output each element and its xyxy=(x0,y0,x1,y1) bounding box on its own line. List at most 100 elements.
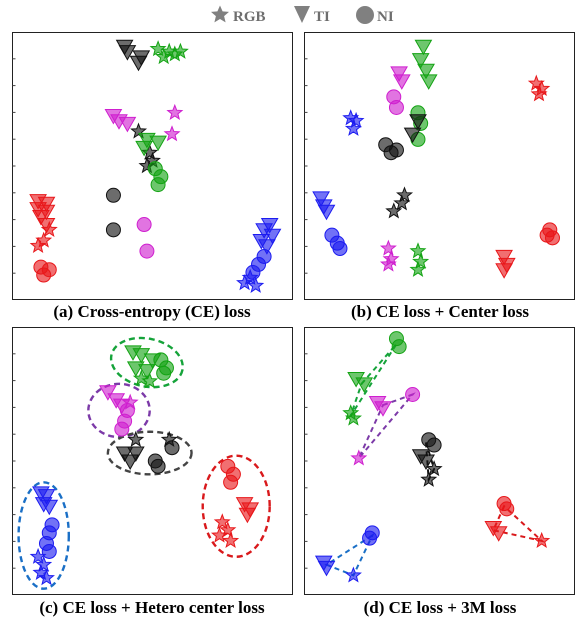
point-ti-magenta xyxy=(99,385,117,401)
point-rgb-green xyxy=(149,40,167,57)
point-rgb-blue xyxy=(344,566,362,583)
point-ti-magenta xyxy=(392,74,411,90)
point-rgb-black xyxy=(420,470,438,487)
point-rgb-magenta xyxy=(350,449,368,466)
point-rgb-red xyxy=(533,531,551,549)
point-rgb-red xyxy=(219,521,237,538)
point-ti-blue xyxy=(258,239,276,255)
point-rgb-red xyxy=(40,220,58,238)
point-rgb-red xyxy=(29,236,47,254)
point-ti-red xyxy=(495,249,513,266)
point-ni-blue xyxy=(41,543,57,559)
point-ti-black xyxy=(409,114,427,130)
panel-a-scatter xyxy=(12,32,293,300)
point-rgb-green xyxy=(409,260,427,277)
triplet-link xyxy=(357,392,416,459)
point-ti-black xyxy=(126,446,145,463)
point-ni-green xyxy=(156,365,172,381)
point-rgb-red xyxy=(213,513,231,530)
point-rgb-green xyxy=(166,45,184,62)
point-ni-green xyxy=(391,339,407,355)
caption-d: (d) CE loss + 3M loss xyxy=(363,598,517,617)
point-ti-red xyxy=(495,263,513,279)
panel-b-scatter xyxy=(304,32,575,300)
panel-d-scatter xyxy=(304,327,575,595)
point-ni-green xyxy=(150,177,166,193)
point-rgb-green xyxy=(132,369,150,386)
star-icon xyxy=(211,5,229,23)
legend-label-ni: NI xyxy=(377,9,394,25)
triplet-link xyxy=(324,532,375,577)
point-ti-black xyxy=(121,454,140,471)
point-ti-black xyxy=(403,127,422,144)
point-ti-blue xyxy=(37,489,56,505)
point-ti-green xyxy=(138,364,156,380)
point-ti-black xyxy=(417,454,435,471)
point-ni-black xyxy=(164,440,180,456)
point-ti-magenta xyxy=(374,401,392,417)
point-rgb-red xyxy=(210,526,228,543)
point-rgb-green xyxy=(141,372,159,389)
point-rgb-blue xyxy=(29,547,47,564)
point-rgb-black xyxy=(127,430,145,447)
point-ni-magenta xyxy=(388,99,404,115)
point-ti-green xyxy=(414,39,433,56)
point-ti-blue xyxy=(40,499,59,516)
point-ti-blue xyxy=(312,191,330,207)
cluster-ellipse xyxy=(17,481,71,590)
caption-c: (c) CE loss + Hetero center loss xyxy=(39,598,265,617)
point-rgb-black xyxy=(396,186,414,203)
point-ni-red xyxy=(36,267,52,283)
point-ti-blue xyxy=(317,560,336,577)
point-ni-black xyxy=(426,437,442,453)
point-rgb-blue xyxy=(347,111,365,128)
point-rgb-red xyxy=(222,531,240,549)
point-rgb-blue xyxy=(344,119,362,136)
point-ni-black xyxy=(150,458,166,474)
circle-icon xyxy=(356,6,374,24)
legend-label-ti: TI xyxy=(314,9,330,25)
legend-item-ti: TI xyxy=(294,6,330,25)
triangle-down-icon xyxy=(294,6,310,23)
point-ti-blue xyxy=(317,204,336,221)
point-rgb-black xyxy=(130,122,148,139)
point-ni-red xyxy=(544,230,560,246)
cluster-ellipse xyxy=(106,430,193,476)
point-rgb-blue xyxy=(247,276,265,293)
point-ni-magenta xyxy=(136,217,152,233)
point-rgb-black xyxy=(385,202,403,219)
point-rgb-blue xyxy=(37,569,55,586)
point-rgb-green xyxy=(412,252,430,269)
point-ni-blue xyxy=(332,240,348,256)
legend-item-ni: NI xyxy=(356,6,394,25)
point-ti-green xyxy=(135,140,153,157)
point-ni-magenta xyxy=(405,387,421,402)
point-ti-black xyxy=(129,55,148,72)
point-ni-red xyxy=(499,501,515,517)
point-rgb-green xyxy=(155,47,173,65)
point-rgb-black xyxy=(425,460,443,477)
point-ni-black xyxy=(388,142,404,158)
point-rgb-blue xyxy=(35,555,53,572)
point-ti-magenta xyxy=(390,66,408,82)
point-rgb-red xyxy=(530,85,548,102)
caption-b: (b) CE loss + Center loss xyxy=(351,302,529,321)
point-ti-red xyxy=(489,526,508,542)
legend: RGB TI NI xyxy=(211,5,394,25)
point-ni-black xyxy=(105,187,121,203)
plot-frame xyxy=(304,32,575,300)
point-ti-green xyxy=(411,53,430,69)
point-rgb-magenta xyxy=(121,393,139,410)
legend-item-rgb: RGB xyxy=(211,5,266,25)
point-ti-black xyxy=(115,446,134,463)
point-ti-green xyxy=(419,74,438,90)
point-rgb-magenta xyxy=(379,239,397,256)
point-ti-green xyxy=(355,377,374,393)
point-rgb-black xyxy=(393,194,411,211)
legend-label-rgb: RGB xyxy=(233,9,266,25)
caption-a: (a) Cross-entropy (CE) loss xyxy=(53,302,251,321)
cluster-ellipse xyxy=(201,454,271,558)
point-ni-black xyxy=(105,222,121,238)
point-rgb-green xyxy=(344,409,362,426)
point-ti-green xyxy=(149,135,167,152)
